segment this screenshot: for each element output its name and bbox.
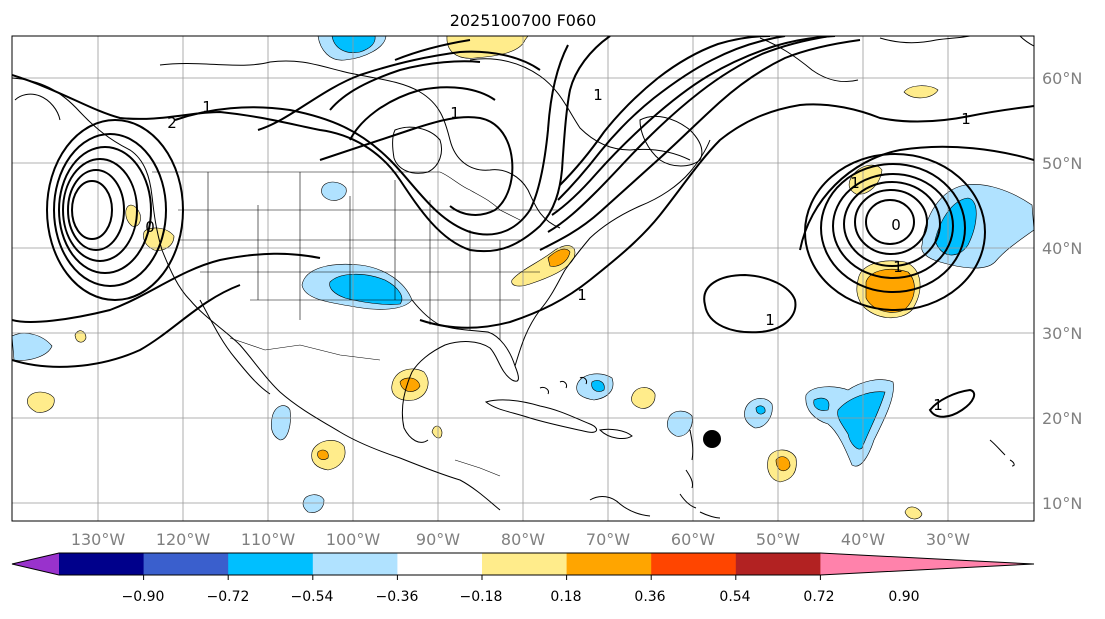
colorbar-tick-label: −0.36 [376,589,419,605]
anomaly-patch [591,380,605,392]
anomaly-patch [74,330,87,343]
colorbar-tick-label: −0.18 [460,589,503,605]
anomaly-patch [631,387,656,409]
anomaly-patch [331,36,376,53]
contour-label: 1 [933,396,943,414]
longitude-labels: 130°W 120°W 110°W 100°W 90°W 80°W 70°W 6… [71,530,970,549]
contour-label: 1 [850,174,860,192]
anomaly-patch [431,425,443,439]
contour-label: 1 [450,104,460,122]
colorbar-tick-label: 0.90 [888,589,919,605]
colorbar-segment [482,553,568,575]
anomaly-patch [399,377,421,392]
lon-label: 110°W [241,530,296,549]
low-center-label: 0 [891,216,901,234]
colorbar-outline [11,552,1035,576]
anomaly-patch [317,449,329,460]
anomaly-patch [270,405,291,441]
colorbar-segment [312,553,398,575]
lat-label: 60°N [1042,69,1082,88]
colorbar-segment [228,553,314,575]
shaded-anomalies [12,36,1034,520]
map-frame [11,35,1035,522]
contour-label: 1 [593,86,603,104]
political-borders [152,171,560,477]
colorbar-tick-label: 0.36 [634,589,665,605]
anomaly-patch [302,494,325,513]
anomaly-patch [904,506,923,520]
lon-label: 80°W [501,530,545,549]
colorbar-segment [735,553,821,575]
lon-label: 60°W [671,530,715,549]
colorbar-segment [59,553,145,575]
colorbar-segment [143,553,229,575]
anomaly-patch [813,397,830,411]
anomaly-patch [27,391,55,413]
contour-label: 1 [765,311,775,329]
contour-label: 2 [167,114,177,132]
lon-label: 130°W [71,530,126,549]
anomaly-patch [903,85,939,99]
anomaly-patch [329,273,403,305]
contour-label: 1 [961,110,971,128]
colorbar-segment [651,553,737,575]
contours [12,36,1034,418]
colorbar [11,552,1035,580]
anomaly-patch [547,248,571,267]
anomaly-patch [666,410,693,437]
lat-label: 10°N [1042,494,1082,513]
anomaly-patch [321,181,347,201]
colorbar-tick-label: −0.72 [207,589,250,605]
colorbar-segment [566,553,652,575]
colorbar-tick-label: 0.18 [550,589,581,605]
lon-label: 50°W [756,530,800,549]
colorbar-segment [397,553,483,575]
colorbar-extend-low [12,553,59,575]
map-panel: 1 2 1 1 1 1 1 1 1 1 0 0 [12,36,1034,521]
figure-title: 2025100700 F060 [450,11,597,30]
lat-label: 20°N [1042,409,1082,428]
latitude-labels: 60°N 50°N 40°N 30°N 20°N 10°N [1042,69,1082,513]
lon-label: 100°W [326,530,381,549]
lon-label: 40°W [841,530,885,549]
coastlines [12,36,1034,519]
lat-label: 30°N [1042,324,1082,343]
contour-label: 1 [202,98,212,116]
lon-label: 70°W [586,530,630,549]
lon-label: 30°W [926,530,970,549]
colorbar-ticks: −0.90 −0.72 −0.54 −0.36 −0.18 0.18 0.36 … [122,589,920,605]
contour-label: 1 [893,258,903,276]
contour-label: 1 [577,286,587,304]
colorbar-tick-label: −0.90 [122,589,165,605]
lat-label: 40°N [1042,239,1082,258]
anomaly-patch [837,391,886,450]
lon-label: 120°W [156,530,211,549]
colorbar-extend-high [820,553,1034,575]
colorbar-tick-label: −0.54 [291,589,334,605]
lon-label: 90°W [416,530,460,549]
anomaly-patch [934,197,977,256]
storm-marker [703,430,721,448]
low-center-label: 0 [145,218,155,236]
lat-label: 50°N [1042,154,1082,173]
contour-labels: 1 2 1 1 1 1 1 1 1 1 0 0 [145,86,971,414]
colorbar-tick-label: 0.54 [719,589,750,605]
anomaly-patch [755,405,766,415]
colorbar-tick-label: 0.72 [803,589,834,605]
